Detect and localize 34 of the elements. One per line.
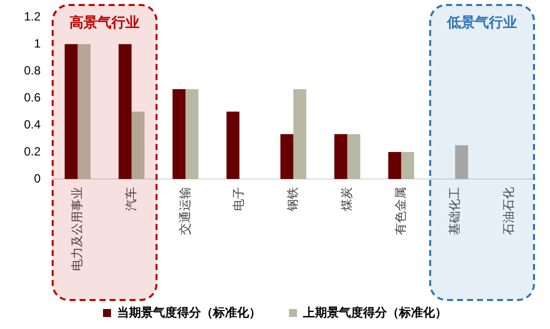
bar <box>347 134 360 179</box>
bar <box>334 134 348 179</box>
x-tick-label: 电子 <box>232 187 246 211</box>
y-tick-label: 0 <box>34 171 41 186</box>
x-tick-label: 石油石化 <box>501 187 516 235</box>
x-tick-label: 有色金属 <box>394 187 408 235</box>
legend-label: 上期景气度得分（标准化） <box>302 305 447 320</box>
bar <box>401 152 414 179</box>
y-tick-label: 0.6 <box>24 90 41 104</box>
band-label: 高景气行业 <box>70 14 140 30</box>
x-tick-label: 汽车 <box>124 187 138 211</box>
y-tick-label: 0.4 <box>24 117 41 132</box>
bar <box>226 112 240 179</box>
y-tick-label: 0.2 <box>24 144 41 158</box>
bar <box>455 145 468 179</box>
y-tick-label: 1 <box>34 36 41 50</box>
legend-label: 当期景气度得分（标准化） <box>117 305 261 320</box>
bar <box>388 152 402 179</box>
x-tick-label: 交通运输 <box>178 187 192 235</box>
x-tick-label: 基础化工 <box>447 187 462 235</box>
y-tick-label: 1.2 <box>24 10 41 24</box>
bar <box>78 44 91 179</box>
bar <box>185 89 198 179</box>
bar <box>293 89 306 179</box>
bar <box>172 89 186 179</box>
bar <box>118 44 132 179</box>
bar <box>280 134 294 179</box>
x-tick-label: 煤炭 <box>340 187 354 211</box>
bar <box>64 44 78 179</box>
y-tick-label: 0.8 <box>24 63 41 78</box>
x-tick-label: 电力及公用事业 <box>70 187 84 271</box>
bar <box>132 112 145 179</box>
band-label: 低景气行业 <box>446 14 518 30</box>
x-tick-label: 钢铁 <box>286 187 300 212</box>
